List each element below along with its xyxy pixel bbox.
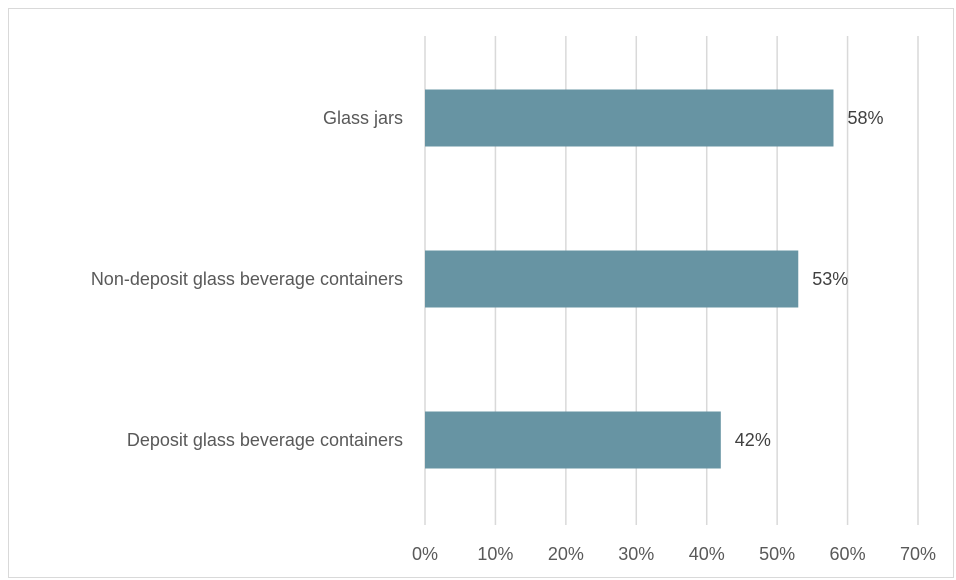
category-label: Non-deposit glass beverage containers xyxy=(91,269,403,289)
data-label: 58% xyxy=(847,108,883,128)
category-label: Deposit glass beverage containers xyxy=(127,430,403,450)
bars xyxy=(425,89,834,469)
x-tick-label: 60% xyxy=(830,544,866,564)
value-labels: 58% 53% 42% xyxy=(735,108,884,450)
x-tick-label: 40% xyxy=(689,544,725,564)
x-tick-label: 30% xyxy=(618,544,654,564)
bar xyxy=(425,411,721,469)
x-axis-tick-labels: 0% 10% 20% 30% 40% 50% 60% 70% xyxy=(412,544,936,564)
bar xyxy=(425,89,834,147)
data-label: 53% xyxy=(812,269,848,289)
x-tick-label: 20% xyxy=(548,544,584,564)
x-tick-label: 70% xyxy=(900,544,936,564)
x-tick-label: 50% xyxy=(759,544,795,564)
x-tick-label: 10% xyxy=(477,544,513,564)
data-label: 42% xyxy=(735,430,771,450)
category-labels: Glass jars Non-deposit glass beverage con… xyxy=(91,108,403,450)
x-tick-label: 0% xyxy=(412,544,438,564)
category-label: Glass jars xyxy=(323,108,403,128)
bar xyxy=(425,250,799,308)
